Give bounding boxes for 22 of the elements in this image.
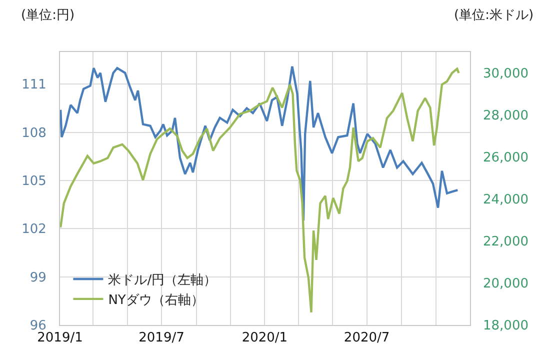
text: (単位:米ドル) [454, 8, 534, 23]
y2-tick-label: 26,000 [483, 150, 528, 166]
x-tick-label: 2019/1 [37, 330, 83, 346]
y2-tick-label: 22,000 [483, 234, 528, 250]
legend-label: NYダウ（右軸） [108, 293, 204, 308]
x-tick-label: 2019/7 [138, 330, 184, 346]
y-tick-label: 102 [22, 222, 46, 238]
y-tick-label: 108 [22, 126, 46, 141]
y2-tick-label: 28,000 [483, 108, 528, 124]
y-tick-label: 111 [22, 78, 46, 93]
y2-tick-label: 30,000 [483, 66, 528, 82]
line-series [60, 65, 459, 222]
legend-label: 米ドル/円（左軸） [108, 273, 217, 288]
y2-tick-label: 18,000 [483, 318, 528, 334]
line-series [60, 68, 460, 314]
x-tick-label: 2020/7 [344, 330, 390, 346]
y-tick-label: 99 [30, 270, 46, 286]
text: (単位:円) [21, 8, 75, 23]
y-tick-label: 105 [22, 174, 46, 190]
y2-tick-label: 20,000 [483, 276, 528, 292]
x-tick-label: 2020/1 [242, 330, 288, 346]
y2-tick-label: 24,000 [483, 192, 528, 208]
